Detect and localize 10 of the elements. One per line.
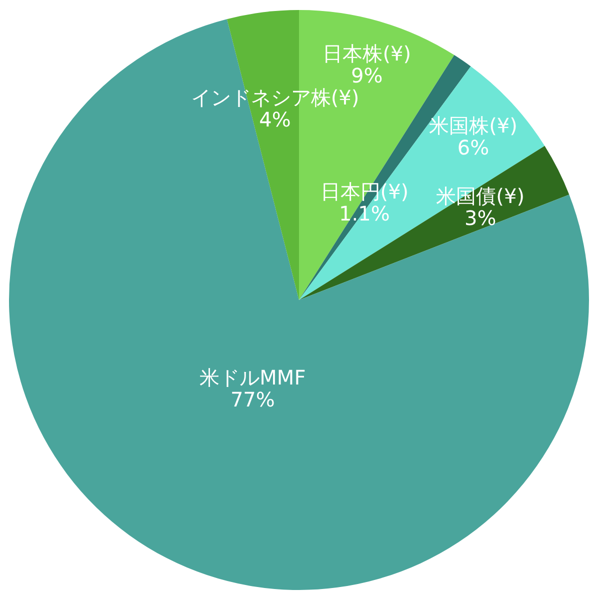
data-label: 6%	[457, 135, 490, 160]
data-label: 3%	[464, 206, 496, 230]
slice-label: 日本株(¥)	[322, 41, 412, 66]
data-label: 4%	[259, 107, 291, 132]
data-label: 77%	[230, 388, 275, 412]
slice-label: 米ドルMMF	[200, 366, 306, 390]
slice-label: 米国株(¥)	[429, 113, 518, 138]
slice-label: インドネシア株(¥)	[190, 85, 360, 110]
slice-label: 日本円(¥)	[320, 179, 409, 204]
data-label: 9%	[351, 63, 383, 88]
